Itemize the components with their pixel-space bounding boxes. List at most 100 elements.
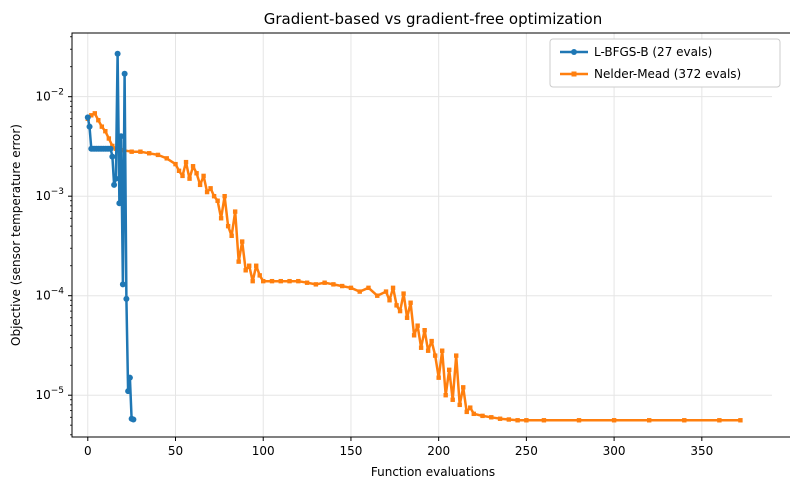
legend-label-lbfgsb: L-BFGS-B (27 evals) [594, 45, 712, 59]
data-point [339, 283, 345, 289]
data-point [116, 200, 123, 207]
grid [72, 33, 772, 437]
data-point [119, 281, 126, 288]
data-point [331, 282, 336, 287]
data-point [111, 181, 118, 188]
data-point [125, 388, 132, 395]
data-point [218, 216, 224, 221]
y-axis-label: Objective (sensor temperature error) [9, 124, 23, 346]
data-point [506, 417, 512, 422]
data-point [541, 418, 547, 423]
data-point [357, 289, 362, 294]
legend-marker-neldermead [571, 71, 577, 77]
data-point [387, 298, 392, 303]
data-point [432, 353, 438, 358]
data-point [646, 418, 652, 423]
x-tick-label: 300 [603, 444, 626, 458]
data-point [103, 128, 108, 134]
data-point [173, 161, 178, 167]
data-point [176, 168, 182, 173]
data-point [114, 50, 121, 57]
data-point [717, 418, 722, 423]
x-tick-label: 250 [515, 444, 538, 458]
data-point [497, 416, 503, 421]
data-point [123, 295, 130, 302]
series-lbfgsb [84, 50, 137, 423]
data-point [180, 173, 185, 179]
data-point [439, 348, 445, 353]
data-point [515, 418, 520, 423]
data-point [146, 151, 152, 156]
data-point [250, 278, 255, 284]
data-point [190, 164, 196, 169]
data-point [254, 263, 259, 268]
data-point [232, 209, 238, 214]
data-point [313, 282, 319, 287]
data-point [457, 402, 462, 408]
data-point [390, 285, 396, 291]
data-point [408, 300, 413, 305]
series-neldermead [85, 111, 743, 423]
data-point [96, 118, 101, 123]
x-tick-label: 0 [84, 444, 92, 458]
data-point [348, 285, 354, 291]
data-point [738, 418, 743, 423]
data-point [225, 223, 231, 229]
data-point [415, 323, 420, 328]
data-point [110, 143, 115, 149]
data-point [411, 333, 417, 338]
data-point [99, 124, 105, 129]
data-point [611, 418, 617, 423]
data-point [471, 411, 476, 417]
data-point [425, 348, 431, 353]
data-point [429, 338, 434, 344]
data-point [454, 353, 459, 358]
data-point [239, 239, 245, 244]
data-point [397, 308, 403, 314]
data-point [109, 153, 116, 160]
data-point [404, 315, 410, 320]
y-axis: 10−510−410−310−2 [35, 36, 72, 436]
data-point [197, 182, 203, 188]
data-point [322, 280, 327, 285]
data-point [524, 418, 529, 423]
data-point [112, 175, 119, 182]
data-point [257, 273, 262, 278]
data-point [450, 397, 455, 402]
data-point [682, 418, 687, 423]
data-point [383, 289, 389, 294]
x-tick-label: 200 [427, 444, 450, 458]
x-axis: 0 50 100 150 200 250 300 350 [84, 437, 713, 458]
data-point [489, 415, 494, 420]
data-point [236, 259, 241, 264]
data-point [418, 345, 424, 350]
legend-label-neldermead: Nelder-Mead (372 evals) [594, 67, 741, 81]
data-point [201, 173, 206, 179]
data-point [269, 278, 275, 284]
legend-marker-lbfgsb [571, 49, 577, 55]
legend: L-BFGS-B (27 evals) Nelder-Mead (372 eva… [549, 38, 781, 88]
chart-title: Gradient-based vs gradient-free optimiza… [264, 10, 602, 28]
x-tick-label: 50 [168, 444, 183, 458]
data-point [222, 193, 227, 199]
data-point [183, 159, 189, 165]
series-layer [84, 50, 743, 423]
data-point [461, 385, 466, 390]
data-point [422, 328, 427, 333]
data-point [107, 145, 114, 152]
data-point [164, 156, 169, 161]
data-point [366, 285, 371, 291]
data-point [304, 280, 310, 285]
data-point [246, 263, 252, 268]
data-point [394, 303, 399, 308]
x-tick-label: 150 [339, 444, 362, 458]
data-point [296, 278, 301, 284]
data-point [138, 149, 143, 154]
data-point [106, 136, 112, 141]
data-point [129, 149, 134, 154]
data-point [86, 123, 93, 130]
data-point [401, 291, 406, 296]
data-point [121, 70, 128, 77]
x-axis-label: Function evaluations [371, 465, 495, 479]
